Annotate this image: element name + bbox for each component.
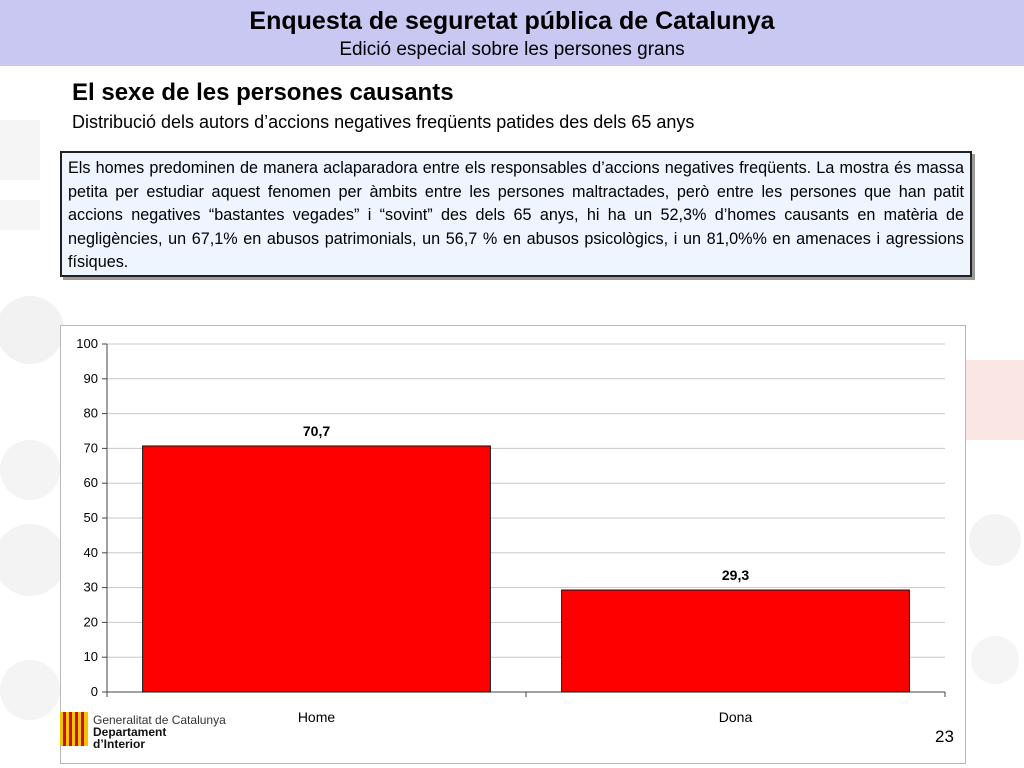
bar-value-label: 29,3 bbox=[722, 567, 749, 583]
page-number: 23 bbox=[935, 727, 954, 746]
bar-value-label: 70,7 bbox=[303, 423, 330, 439]
y-tick-label: 90 bbox=[84, 371, 98, 386]
y-tick-label: 40 bbox=[84, 545, 98, 560]
slide-header: Enquesta de seguretat pública de Catalun… bbox=[0, 0, 1024, 66]
logo-text-departament: Departament bbox=[93, 725, 167, 739]
y-tick-label: 30 bbox=[84, 580, 98, 595]
bar-home bbox=[142, 445, 491, 693]
x-category-label: Home bbox=[298, 709, 336, 725]
y-tick-label: 50 bbox=[84, 510, 98, 525]
y-tick-label: 70 bbox=[84, 440, 98, 455]
y-tick-label: 10 bbox=[84, 649, 98, 664]
bar-dona bbox=[561, 589, 910, 693]
bar-chart-svg: 0 10 20 30 40 50 60 70 80 90 100 70,7 Home 29,3 Dona bbox=[76, 336, 946, 725]
bar-chart: 0 10 20 30 40 50 60 70 80 90 100 70,7 Home 29,3 Dona bbox=[60, 325, 966, 764]
senyera-emblem-icon bbox=[60, 712, 88, 746]
header-subtitle: Edició especial sobre les persones grans bbox=[339, 39, 685, 60]
header-title: Enquesta de seguretat pública de Catalun… bbox=[249, 7, 775, 35]
summary-note: Els homes predominen de manera aclaparad… bbox=[60, 151, 972, 277]
slide-title: El sexe de les persones causants bbox=[72, 79, 454, 106]
x-category-label: Dona bbox=[719, 709, 753, 725]
logo-text-interior: d’Interior bbox=[93, 737, 146, 751]
y-tick-label: 80 bbox=[84, 406, 98, 421]
slide-subtitle: Distribució dels autors d’accions negati… bbox=[72, 112, 695, 132]
y-tick-label: 60 bbox=[84, 475, 98, 490]
y-tick-label: 0 bbox=[91, 684, 98, 699]
logo-text-generalitat: Generalitat de Catalunya bbox=[93, 713, 226, 727]
y-tick-label: 20 bbox=[84, 614, 98, 629]
y-tick-label: 100 bbox=[76, 336, 98, 351]
